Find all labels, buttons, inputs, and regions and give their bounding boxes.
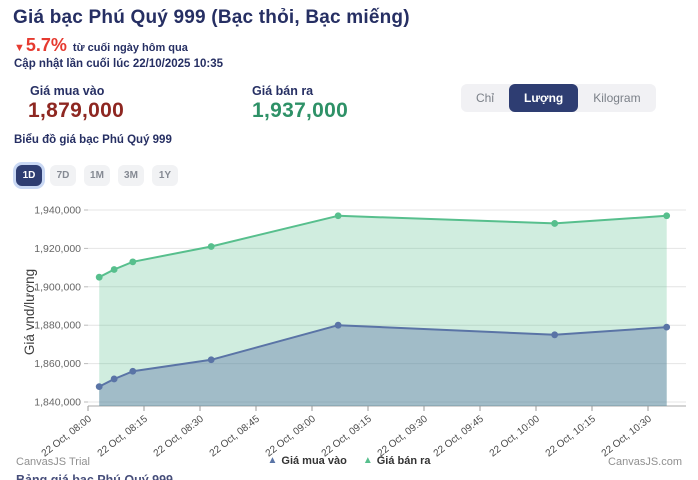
area-fill: [99, 325, 667, 406]
area-fill: [99, 215, 667, 406]
buy-price-label: Giá mua vào: [30, 84, 105, 98]
unit-option-2[interactable]: Kilogram: [578, 84, 655, 112]
data-point-marker[interactable]: [551, 331, 559, 339]
unit-option-1[interactable]: Lượng: [509, 84, 579, 112]
legend-label: Giá mua vào: [281, 455, 347, 467]
data-point-marker[interactable]: [129, 258, 137, 266]
data-point-marker[interactable]: [110, 375, 118, 383]
data-point-marker[interactable]: [334, 212, 342, 220]
x-tick-label: 22 Oct, 09:30: [376, 413, 430, 459]
y-axis-title: Giá vnd/lượng: [22, 269, 37, 355]
unit-toggle: Chỉ Lượng Kilogram: [461, 84, 656, 112]
x-tick-label: 22 Oct, 09:15: [320, 413, 374, 459]
legend-triangle-icon: ▲: [267, 455, 278, 466]
data-point-marker[interactable]: [129, 367, 137, 375]
y-tick-label: 1,860,000: [34, 358, 81, 370]
range-button-1d[interactable]: 1D: [16, 165, 42, 186]
range-button-7d[interactable]: 7D: [50, 165, 76, 186]
range-selector: 1D 7D 1M 3M 1Y: [16, 165, 178, 186]
data-point-marker[interactable]: [207, 356, 215, 364]
x-tick-label: 22 Oct, 10:15: [544, 413, 598, 459]
next-section-cutoff-text: Bảng giá bạc Phú Quý 999: [16, 473, 173, 480]
chart-legend: ▲ Giá mua vào ▲ Giá bán ra: [0, 455, 698, 467]
range-button-1y[interactable]: 1Y: [152, 165, 178, 186]
y-tick-label: 1,940,000: [34, 205, 81, 217]
chart-section-title: Biểu đồ giá bạc Phú Quý 999: [14, 134, 172, 146]
data-point-marker[interactable]: [551, 220, 559, 227]
data-point-marker[interactable]: [663, 323, 671, 331]
last-updated: Cập nhật lần cuối lúc 22/10/2025 10:35: [14, 58, 224, 70]
data-point-marker[interactable]: [95, 383, 103, 391]
down-arrow-icon: ▼: [14, 42, 25, 54]
sell-price-value: 1,937,000: [252, 99, 349, 122]
range-button-3m[interactable]: 3M: [118, 165, 144, 186]
y-tick-label: 1,840,000: [34, 397, 81, 409]
x-tick-label: 22 Oct, 08:30: [152, 413, 206, 459]
price-change: ▼ 5.7% từ cuối ngày hôm qua: [14, 35, 188, 56]
x-tick-label: 22 Oct, 08:00: [40, 413, 94, 459]
legend-triangle-icon: ▲: [362, 455, 373, 466]
x-tick-label: 22 Oct, 10:30: [600, 413, 654, 459]
change-caption: từ cuối ngày hôm qua: [72, 42, 188, 54]
legend-item-1[interactable]: ▲ Giá bán ra: [363, 455, 431, 467]
x-tick-label: 22 Oct, 08:15: [96, 413, 150, 459]
unit-option-0[interactable]: Chỉ: [461, 84, 509, 112]
x-tick-label: 22 Oct, 09:00: [264, 413, 318, 459]
y-tick-label: 1,920,000: [34, 243, 81, 255]
page-title: Giá bạc Phú Quý 999 (Bạc thỏi, Bạc miếng…: [13, 7, 410, 28]
data-point-marker[interactable]: [110, 266, 118, 273]
legend-label: Giá bán ra: [376, 455, 431, 467]
legend-item-0[interactable]: ▲ Giá mua vào: [267, 455, 346, 467]
y-tick-label: 1,880,000: [34, 320, 81, 332]
data-point-marker[interactable]: [663, 212, 671, 220]
data-point-marker[interactable]: [207, 243, 215, 250]
y-tick-label: 1,900,000: [34, 281, 81, 293]
canvasjs-trial-watermark: CanvasJS Trial: [16, 456, 90, 468]
x-tick-label: 22 Oct, 09:45: [432, 413, 486, 459]
buy-price-value: 1,879,000: [28, 99, 125, 122]
canvasjs-credit-link[interactable]: CanvasJS.com: [608, 456, 682, 468]
data-point-marker[interactable]: [334, 321, 342, 329]
data-point-marker[interactable]: [95, 273, 103, 281]
sell-price-label: Giá bán ra: [252, 84, 314, 98]
x-tick-label: 22 Oct, 08:45: [208, 413, 262, 459]
change-percent: 5.7%: [25, 35, 67, 55]
range-button-1m[interactable]: 1M: [84, 165, 110, 186]
x-tick-label: 22 Oct, 10:00: [488, 413, 542, 459]
